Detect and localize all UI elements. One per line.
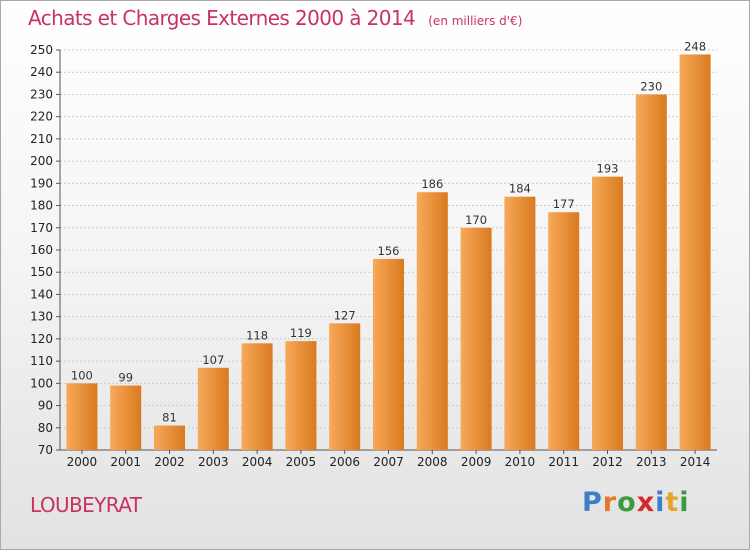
bar	[592, 176, 623, 450]
y-tick-label: 220	[30, 110, 53, 124]
y-tick-label: 120	[30, 332, 53, 346]
chart-title: Achats et Charges Externes 2000 à 2014 (…	[28, 6, 522, 30]
logo-letter: t	[665, 487, 680, 518]
data-label: 156	[378, 244, 400, 258]
x-tick-label: 2010	[505, 455, 536, 469]
chart-title-main: Achats et Charges Externes 2000 à 2014	[28, 6, 416, 30]
x-tick-label: 2005	[286, 455, 317, 469]
bar	[197, 367, 229, 450]
bar	[66, 383, 98, 450]
x-tick-label: 2003	[198, 455, 229, 469]
x-tick-label: 2012	[592, 455, 623, 469]
data-label: 107	[202, 353, 224, 367]
y-tick-label: 150	[30, 265, 53, 279]
bar	[285, 341, 317, 450]
logo-letter: o	[617, 487, 637, 518]
data-label: 184	[509, 182, 531, 196]
bar	[460, 227, 492, 450]
data-label: 186	[421, 177, 443, 191]
data-label: 170	[465, 213, 487, 227]
bar	[241, 343, 273, 450]
bar	[679, 54, 711, 450]
data-label: 119	[290, 326, 312, 340]
data-label: 118	[246, 328, 268, 342]
y-tick-label: 250	[30, 43, 53, 57]
y-tick-label: 110	[30, 354, 53, 368]
data-label: 99	[118, 371, 133, 385]
y-tick-label: 80	[38, 421, 53, 435]
bar	[416, 192, 448, 450]
y-tick-label: 190	[30, 176, 53, 190]
bar	[635, 94, 667, 450]
data-label: 248	[684, 39, 706, 53]
data-label: 81	[162, 411, 177, 425]
data-label: 127	[334, 308, 356, 322]
data-label: 193	[597, 162, 619, 176]
bar	[110, 385, 142, 450]
x-tick-label: 2013	[636, 455, 667, 469]
y-tick-label: 100	[30, 376, 53, 390]
bar	[548, 212, 580, 450]
chart-unit-label: (en milliers d'€)	[428, 14, 523, 28]
y-tick-label: 200	[30, 154, 53, 168]
y-tick-label: 180	[30, 199, 53, 213]
x-tick-label: 2011	[548, 455, 579, 469]
x-tick-label: 2009	[461, 455, 492, 469]
x-tick-label: 2004	[242, 455, 273, 469]
bar	[504, 196, 536, 450]
logo-letter: i	[679, 487, 690, 518]
y-tick-label: 240	[30, 65, 53, 79]
y-tick-label: 130	[30, 310, 53, 324]
logo-letter: P	[582, 487, 603, 518]
y-tick-label: 160	[30, 243, 53, 257]
data-label: 177	[553, 197, 575, 211]
logo-letter: i	[655, 487, 666, 518]
place-name: LOUBEYRAT	[30, 493, 142, 517]
x-tick-label: 2002	[154, 455, 185, 469]
logo-letter: r	[602, 487, 618, 518]
y-tick-label: 90	[38, 399, 53, 413]
proxiti-logo: Proxiti	[582, 487, 690, 518]
x-tick-label: 2014	[680, 455, 711, 469]
x-tick-label: 2007	[373, 455, 404, 469]
y-tick-label: 230	[30, 87, 53, 101]
y-tick-label: 210	[30, 132, 53, 146]
bar	[329, 323, 361, 450]
x-tick-label: 2001	[110, 455, 141, 469]
x-tick-label: 2006	[329, 455, 360, 469]
x-tick-label: 2000	[67, 455, 98, 469]
bar	[154, 425, 185, 450]
data-label: 100	[71, 368, 93, 382]
bar	[373, 258, 404, 450]
y-tick-label: 140	[30, 287, 53, 301]
y-tick-label: 70	[38, 443, 53, 457]
data-label: 230	[640, 79, 662, 93]
x-tick-label: 2008	[417, 455, 448, 469]
logo-letter: x	[636, 487, 656, 518]
y-tick-label: 170	[30, 221, 53, 235]
